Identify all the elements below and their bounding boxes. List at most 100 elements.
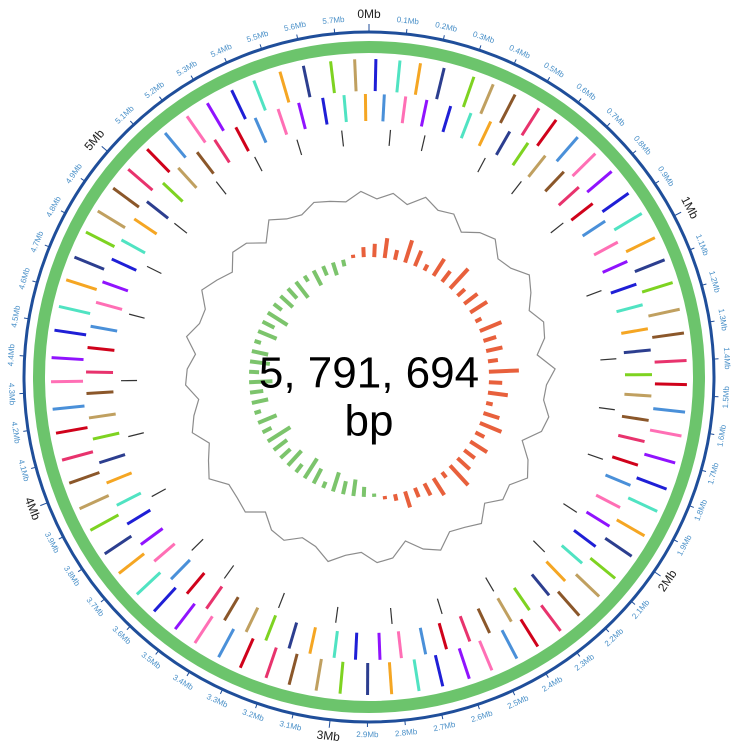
gc-skew-bar: [253, 339, 262, 345]
tick-label: 4.6Mb: [17, 266, 32, 290]
feature: [234, 126, 250, 152]
gc-skew-bar: [257, 413, 278, 425]
feature: [479, 83, 495, 115]
feature: [598, 407, 615, 411]
tick-label: 0.4Mb: [508, 43, 532, 61]
tick-mark: [709, 433, 715, 435]
feature: [106, 471, 133, 485]
feature: [616, 303, 644, 314]
tick-mark: [219, 689, 223, 695]
gc-skew-bar: [372, 243, 377, 258]
feature: [387, 662, 394, 695]
tick-mark: [673, 211, 682, 217]
feature: [476, 607, 491, 634]
feature: [500, 629, 519, 660]
feature: [540, 604, 562, 632]
tick-label: 2.7Mb: [433, 720, 457, 734]
feature: [634, 258, 666, 273]
genome-size: 5, 791, 694: [259, 349, 479, 398]
tick-label: 0Mb: [357, 7, 381, 21]
feature: [557, 186, 580, 207]
feature: [51, 356, 84, 362]
feature: [589, 556, 617, 580]
feature: [185, 572, 206, 595]
tick-label: 4.8Mb: [44, 194, 63, 218]
tick-mark: [155, 650, 160, 655]
feature: [530, 573, 551, 597]
gc-skew-bar: [440, 470, 448, 479]
feature: [90, 324, 118, 333]
tick-label: 0.6Mb: [575, 82, 599, 103]
feature: [436, 598, 443, 615]
feature: [54, 328, 87, 337]
tick-label: 0.3Mb: [472, 30, 496, 46]
feature: [616, 518, 646, 538]
feature: [571, 152, 597, 178]
tick-mark: [100, 598, 106, 603]
feature: [573, 529, 597, 548]
gc-skew-bar: [253, 409, 262, 415]
feature: [205, 585, 224, 610]
feature: [625, 236, 656, 254]
feature: [191, 538, 204, 551]
feature: [604, 473, 632, 487]
feature: [169, 558, 191, 581]
feature: [321, 97, 329, 125]
feature: [636, 476, 668, 491]
feature: [89, 513, 120, 532]
feature: [278, 71, 291, 103]
feature: [418, 627, 428, 655]
feature: [478, 640, 494, 671]
tick-mark: [224, 57, 228, 63]
feature: [128, 432, 144, 438]
tick-label: 0.5Mb: [542, 60, 566, 79]
tick-mark: [654, 180, 660, 185]
feature: [643, 452, 676, 465]
gc-skew-bar: [286, 287, 299, 300]
feature: [173, 602, 196, 631]
feature: [556, 590, 581, 617]
feature: [433, 654, 445, 687]
gc-skew-bar: [474, 316, 483, 324]
tick-mark: [296, 34, 299, 40]
gc-skew-bar: [456, 456, 472, 471]
tick-label: 1.8Mb: [693, 498, 710, 522]
tick-label: 0.1Mb: [396, 15, 420, 26]
feature: [377, 632, 382, 660]
feature: [52, 404, 85, 411]
feature: [98, 453, 126, 465]
feature: [620, 327, 649, 335]
tick-mark: [477, 704, 480, 710]
gc-skew-bar: [251, 349, 269, 357]
gc-skew-bar: [382, 237, 390, 259]
tick-label: 1.5Mb: [721, 385, 731, 408]
feature: [495, 130, 512, 156]
feature: [287, 622, 299, 649]
feature: [112, 186, 140, 209]
feature: [253, 117, 268, 144]
tick-mark: [80, 177, 86, 182]
feature: [477, 120, 493, 147]
feature: [353, 632, 359, 660]
tick-mark: [32, 280, 38, 283]
feature: [641, 281, 674, 294]
gc-skew-bar: [413, 487, 421, 498]
tick-mark: [404, 720, 406, 726]
gc-skew-bar: [393, 249, 400, 261]
feature: [329, 61, 336, 94]
feature: [85, 230, 116, 248]
tick-mark: [673, 539, 678, 543]
tick-mark: [631, 150, 637, 155]
tick-label: 5.2Mb: [143, 79, 167, 100]
feature: [151, 488, 167, 498]
feature: [146, 265, 162, 275]
feature: [120, 238, 146, 255]
feature: [353, 59, 358, 92]
gc-skew-bar: [422, 482, 433, 497]
gc-skew-bar: [393, 493, 399, 502]
gc-skew-bar: [272, 302, 283, 312]
gc-skew-bar: [422, 263, 430, 272]
tick-label: 3.3Mb: [205, 692, 229, 710]
feature: [223, 565, 235, 579]
